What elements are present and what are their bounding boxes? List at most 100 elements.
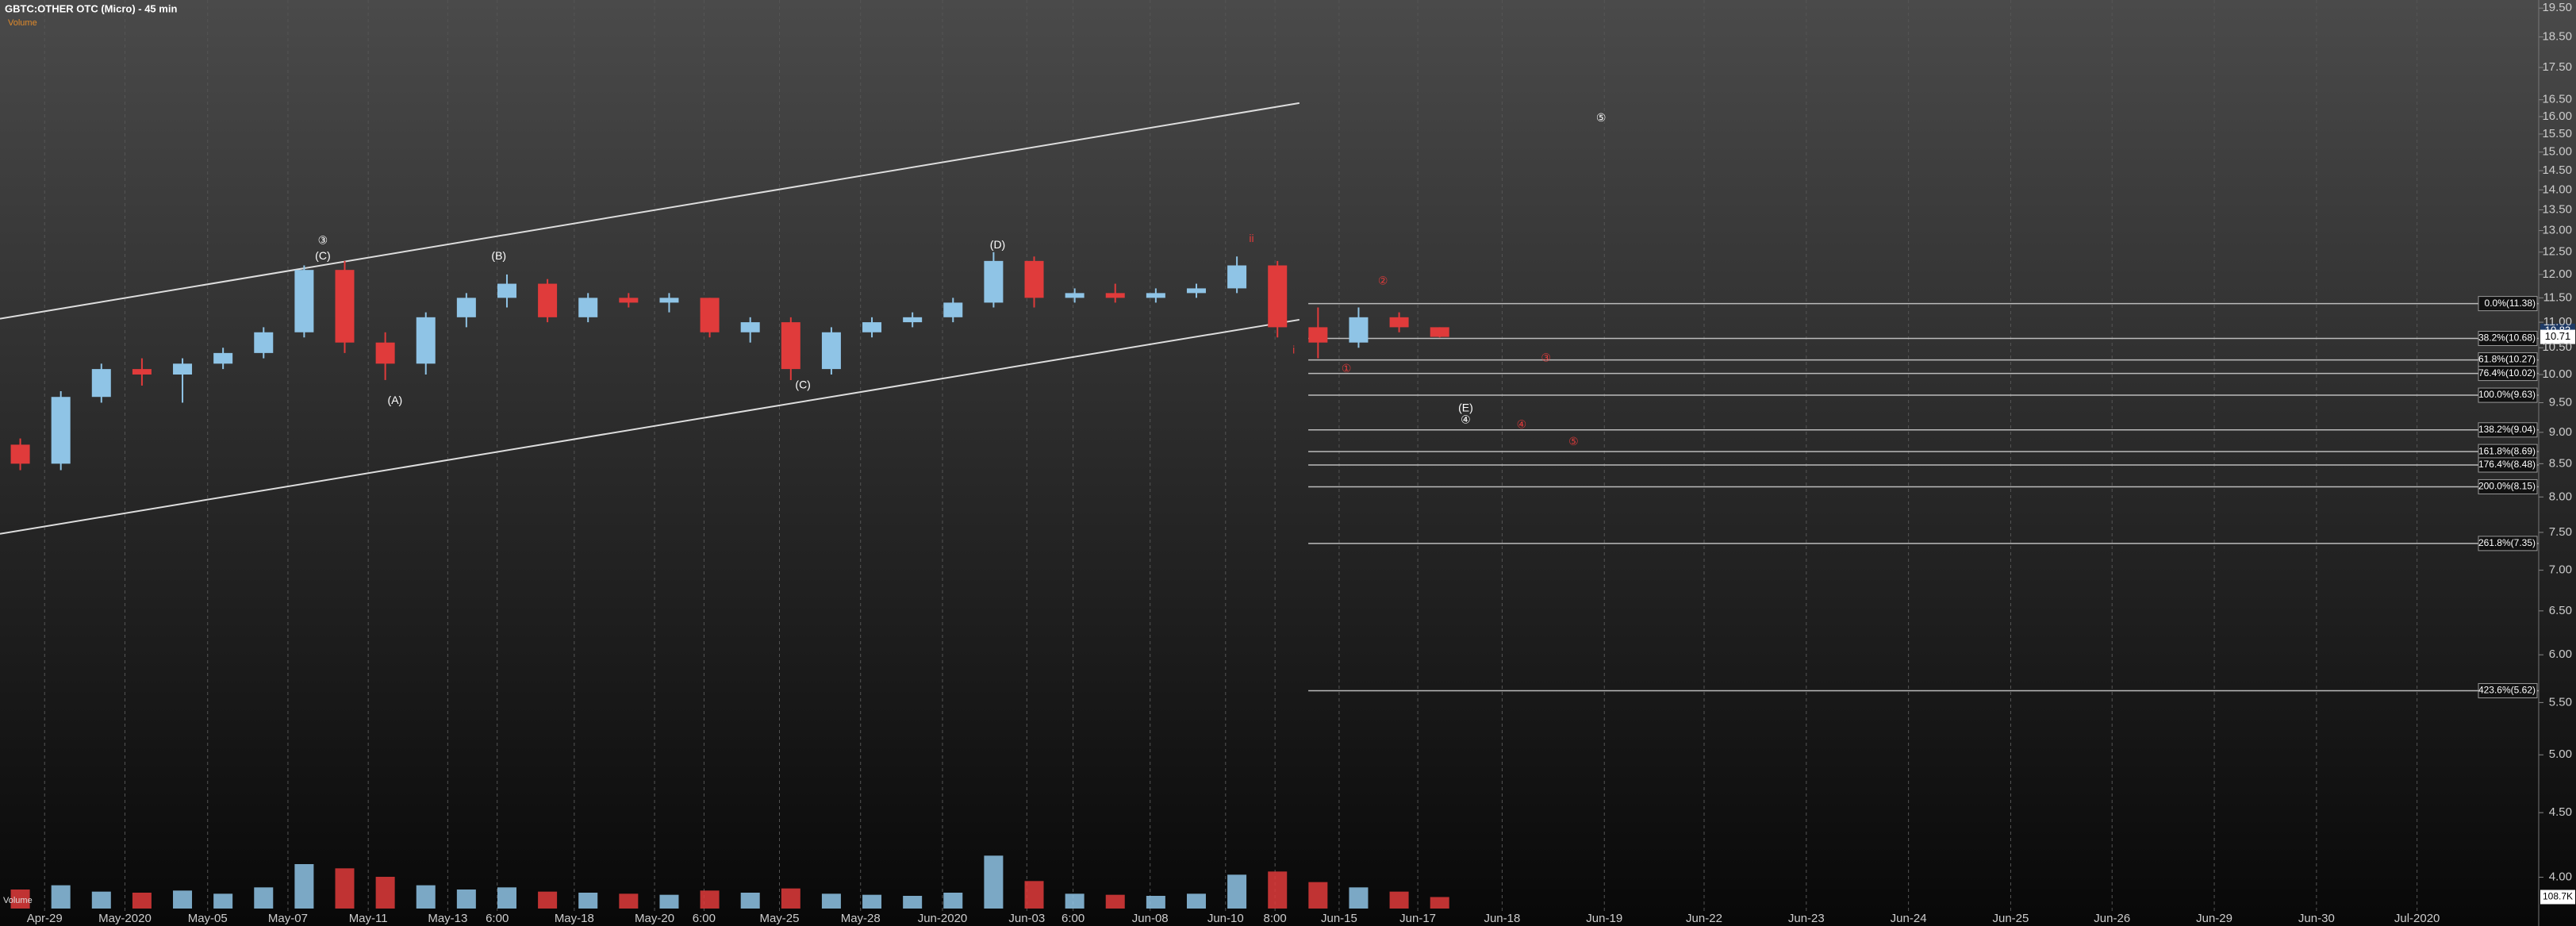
x-tick-label: May-2020 — [98, 912, 152, 925]
x-tick-label: Jun-23 — [1788, 912, 1825, 925]
y-tick-label: 16.50 — [2542, 93, 2572, 106]
candle-body — [132, 369, 152, 375]
candle-body — [1227, 265, 1247, 289]
y-tick-label: 14.50 — [2542, 163, 2572, 177]
y-tick-label: 12.50 — [2542, 245, 2572, 259]
x-tick-label: Jun-25 — [1993, 912, 2029, 925]
fib-label: 100.0%(9.63) — [2478, 389, 2536, 400]
candle-body — [781, 322, 800, 370]
volume-bar — [254, 887, 274, 909]
candle-body — [335, 270, 355, 343]
y-tick-label: 7.00 — [2549, 563, 2572, 577]
candle-body — [619, 298, 639, 303]
volume-bar — [1227, 874, 1247, 909]
candle-body — [1065, 293, 1085, 298]
fib-label-box — [2478, 366, 2538, 382]
volume-title: Volume — [8, 18, 37, 28]
volume-bar — [1186, 893, 1206, 909]
price-marker-label: 10.71 — [2545, 330, 2571, 342]
fib-label: 423.6%(5.62) — [2478, 685, 2536, 696]
x-tick-label: May-05 — [188, 912, 228, 925]
wave-label: (C) — [315, 249, 330, 262]
wave-label: (D) — [990, 238, 1005, 251]
y-tick-label: 14.00 — [2542, 183, 2572, 196]
candle-body — [1268, 265, 1288, 328]
candle-body — [294, 270, 314, 332]
volume-bar — [375, 877, 395, 909]
candle-body — [1430, 327, 1449, 337]
x-tick-label: Jun-24 — [1891, 912, 1927, 925]
candle-body — [984, 260, 1004, 303]
x-tick-label: Jun-30 — [2298, 912, 2335, 925]
fib-label: 176.4%(8.48) — [2478, 459, 2536, 470]
candle-body — [740, 322, 760, 332]
candle-body — [213, 352, 233, 364]
x-tick-label: Jun-26 — [2094, 912, 2130, 925]
x-tick-label: 6:00 — [486, 912, 509, 925]
x-tick-label: May-20 — [635, 912, 674, 925]
x-tick-label: Jun-22 — [1686, 912, 1722, 925]
fib-label: 138.2%(9.04) — [2478, 424, 2536, 435]
y-tick-label: 17.50 — [2542, 60, 2572, 74]
y-tick-label: 10.00 — [2542, 367, 2572, 381]
x-tick-label: Jun-2020 — [918, 912, 968, 925]
y-tick-label: 7.50 — [2549, 525, 2572, 539]
y-tick-label: 10.50 — [2542, 340, 2572, 354]
fib-label: 261.8%(7.35) — [2478, 537, 2536, 548]
wave-label: ① — [1342, 362, 1352, 375]
candle-body — [1389, 317, 1409, 328]
volume-bar — [416, 885, 436, 909]
volume-bar — [1268, 871, 1288, 909]
volume-bar — [903, 896, 923, 909]
volume-bar — [1065, 893, 1085, 909]
volume-bar — [1024, 881, 1044, 909]
x-tick-label: Apr-29 — [27, 912, 63, 925]
y-tick-label: 9.50 — [2549, 395, 2572, 409]
x-tick-label: Jun-03 — [1008, 912, 1045, 925]
y-tick-label: 8.50 — [2549, 456, 2572, 470]
candle-body — [91, 369, 111, 398]
fib-label: 38.2%(10.68) — [2478, 332, 2536, 344]
candle-body — [10, 444, 30, 464]
candle-body — [943, 302, 963, 317]
volume-marker-label: 108.7K — [2543, 891, 2573, 902]
x-tick-label: Jun-17 — [1399, 912, 1436, 925]
volume-bar — [1146, 896, 1165, 909]
y-tick-label: 4.50 — [2549, 805, 2572, 819]
x-tick-label: Jun-19 — [1586, 912, 1622, 925]
candle-body — [659, 298, 679, 303]
candle-body — [1105, 293, 1125, 298]
candle-body — [497, 283, 516, 298]
wave-label: ④ — [1517, 417, 1527, 430]
wave-label: ② — [1378, 274, 1388, 286]
fib-label-box — [2478, 387, 2538, 403]
fib-label-box — [2478, 682, 2538, 698]
candle-body — [456, 298, 476, 317]
x-tick-label: Jul-2020 — [2394, 912, 2440, 925]
volume-bar — [700, 890, 720, 909]
volume-bar — [294, 864, 314, 909]
wave-label: ③ — [318, 234, 328, 247]
x-tick-label: May-13 — [428, 912, 467, 925]
candle-body — [700, 298, 720, 332]
volume-marker-box — [2540, 889, 2575, 905]
wave-label: ⑤ — [1596, 111, 1607, 124]
y-tick-label: 16.00 — [2542, 110, 2572, 123]
fib-label: 200.0%(8.15) — [2478, 481, 2536, 492]
y-tick-label: 6.50 — [2549, 604, 2572, 617]
y-tick-label: 8.00 — [2549, 490, 2572, 503]
volume-bar — [619, 893, 639, 909]
x-tick-label: May-25 — [759, 912, 799, 925]
y-tick-label: 4.00 — [2549, 870, 2572, 884]
x-tick-label: Jun-29 — [2196, 912, 2232, 925]
y-tick-label: 11.00 — [2543, 315, 2572, 329]
y-tick-label: 15.00 — [2542, 145, 2572, 159]
candle-body — [578, 298, 598, 317]
fib-label-box — [2478, 422, 2538, 438]
volume-bar — [984, 855, 1004, 909]
chart-title: GBTC:OTHER OTC (Micro) - 45 min — [5, 2, 177, 14]
volume-bar — [1389, 891, 1409, 909]
